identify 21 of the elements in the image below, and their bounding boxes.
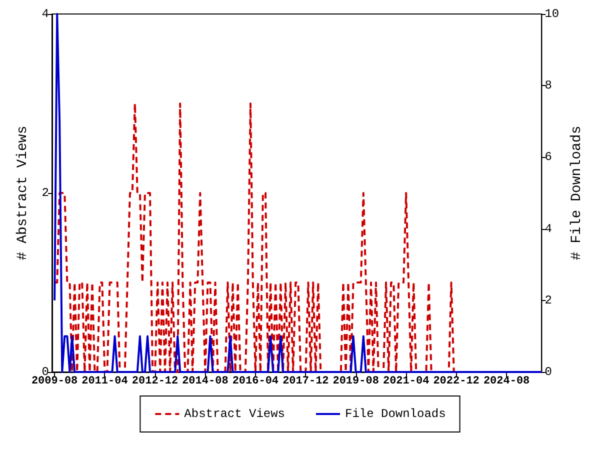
y2-axis-title: # File Downloads <box>569 126 585 260</box>
x-tick-label: 2011-04 <box>82 376 128 388</box>
y2-tick-label: 2 <box>544 293 552 308</box>
y-tick-label: 2 <box>42 186 49 200</box>
y-axis-title: # Abstract Views <box>15 126 31 260</box>
y2-tick-label: 10 <box>544 7 560 21</box>
x-tick-label: 2021-04 <box>382 376 430 388</box>
y-tick-label: 4 <box>42 7 49 21</box>
y2-tick-label: 0 <box>544 365 552 379</box>
y2-tick-label: 8 <box>544 78 552 93</box>
legend-label: Abstract Views <box>184 407 286 421</box>
y2-tick-label: 4 <box>544 222 552 236</box>
x-tick-label: 2016-04 <box>232 376 279 388</box>
x-tick-label: 2019-08 <box>332 376 380 388</box>
x-tick-label: 2024-08 <box>483 376 530 388</box>
x-tick-label: 2017-12 <box>282 376 329 388</box>
x-tick-label: 2022-12 <box>433 376 480 388</box>
y2-tick-label: 6 <box>544 150 552 164</box>
legend-label: File Downloads <box>345 407 446 421</box>
x-tick-label: 2012-12 <box>132 376 178 388</box>
x-tick-label: 2014-08 <box>182 376 229 388</box>
